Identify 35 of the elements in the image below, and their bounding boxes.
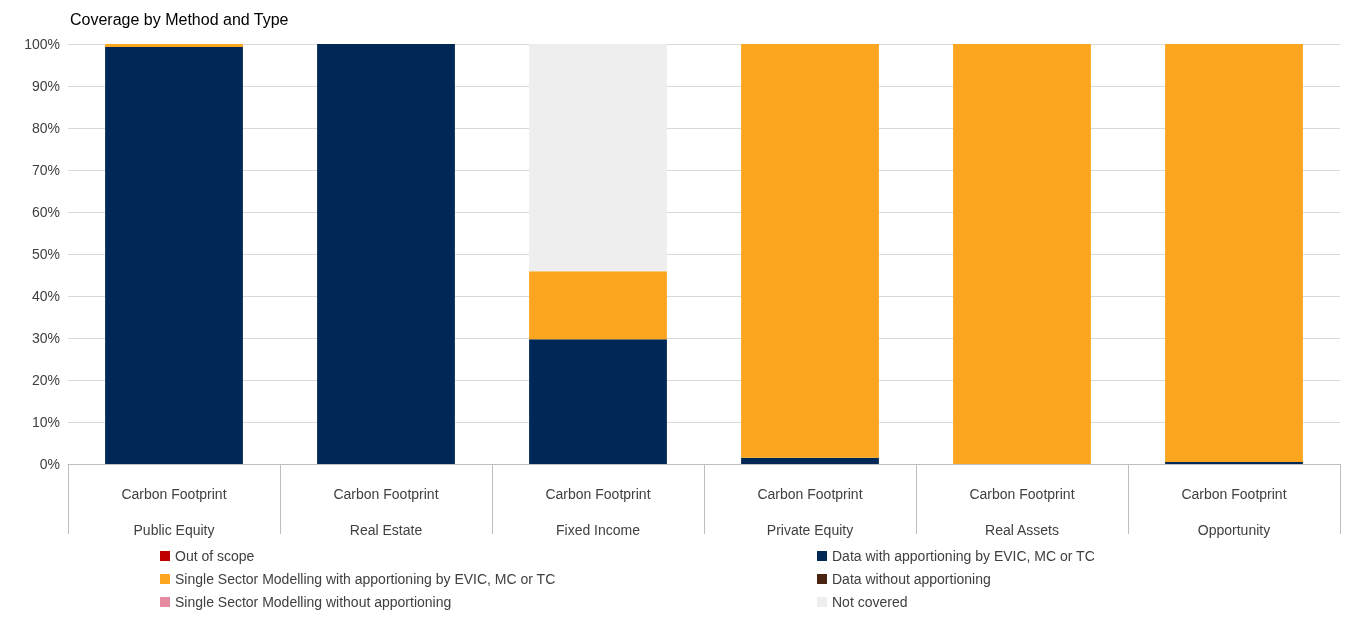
y-tick-label: 0%: [39, 456, 60, 472]
category-label: Carbon Footprint Real Assets: [969, 486, 1075, 538]
category-label: Carbon Footprint Public Equity: [121, 486, 227, 538]
y-tick-label: 10%: [31, 414, 60, 430]
bar: [105, 46, 243, 464]
legend-label: Not covered: [832, 594, 908, 610]
bar: [741, 457, 879, 464]
bar: [529, 271, 667, 340]
legend-label: Single Sector Modelling without apportioning: [175, 594, 452, 610]
bar: [529, 339, 667, 464]
y-tick-label: 70%: [31, 162, 60, 178]
bar: [105, 44, 243, 47]
y-tick-label: 30%: [31, 330, 60, 346]
bar: [529, 44, 667, 272]
y-tick-label: 20%: [31, 372, 60, 388]
category-label: Carbon Footprint Real Estate: [333, 486, 439, 538]
bar: [1165, 44, 1303, 462]
legend-label: Single Sector Modelling with apportioning by EVIC, MC or TC: [175, 571, 556, 587]
category-label: Carbon Footprint Fixed Income: [545, 486, 651, 538]
category-label: Carbon Footprint Opportunity: [1181, 486, 1287, 538]
y-tick-label: 40%: [31, 288, 60, 304]
legend-label: Data with apportioning by EVIC, MC or TC: [832, 548, 1095, 564]
y-tick-label: 80%: [31, 120, 60, 136]
category-label: Carbon Footprint Private Equity: [757, 486, 863, 538]
y-tick-label: 100%: [24, 36, 60, 52]
y-tick-label: 50%: [31, 246, 60, 262]
legend-label: Out of scope: [175, 548, 255, 564]
y-tick-label: 90%: [31, 78, 60, 94]
bar: [953, 44, 1091, 464]
bar: [317, 44, 455, 464]
bar: [1165, 461, 1303, 464]
chart-title: Coverage by Method and Type: [70, 10, 289, 28]
y-tick-label: 60%: [31, 204, 60, 220]
legend-label: Data without apportioning: [832, 571, 991, 587]
bar: [741, 44, 879, 458]
